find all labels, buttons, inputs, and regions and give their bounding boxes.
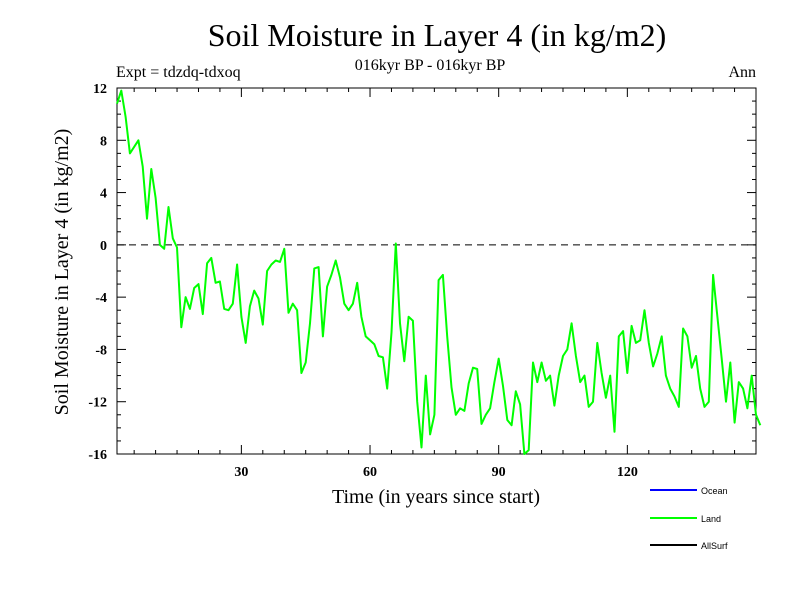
- x-tick-label: 90: [492, 465, 506, 480]
- experiment-label: Expt = tdzdq-tdxoq: [116, 64, 241, 81]
- y-tick-label: 8: [100, 134, 107, 149]
- y-tick-label: -4: [95, 291, 107, 306]
- series-line-land: [116, 89, 762, 455]
- period-label: Ann: [728, 64, 756, 81]
- x-axis-label: Time (in years since start): [332, 486, 540, 508]
- x-tick-label: 60: [363, 465, 377, 480]
- legend: Ocean Land AllSurf: [650, 486, 728, 551]
- y-tick-label: -16: [88, 448, 107, 463]
- x-tick-label: 30: [234, 465, 248, 480]
- y-tick-label: -8: [95, 343, 107, 358]
- y-tick-label: 12: [93, 82, 107, 97]
- y-tick-label: 0: [100, 239, 107, 254]
- legend-label-allsurf: AllSurf: [701, 541, 728, 551]
- legend-label-land: Land: [701, 514, 721, 524]
- y-tick-label: 4: [100, 187, 107, 202]
- legend-label-ocean: Ocean: [701, 486, 728, 496]
- chart-title: Soil Moisture in Layer 4 (in kg/m2): [208, 17, 667, 53]
- x-tick-label: 120: [617, 465, 638, 480]
- plot-layer: 12 8 4 0 -4 -8 -12 -16 30 60 90 120: [88, 82, 762, 480]
- chart-subtitle: 016kyr BP - 016kyr BP: [355, 57, 506, 74]
- y-tick-label: -12: [88, 396, 107, 411]
- y-axis-label: Soil Moisture in Layer 4 (in kg/m2): [51, 129, 73, 416]
